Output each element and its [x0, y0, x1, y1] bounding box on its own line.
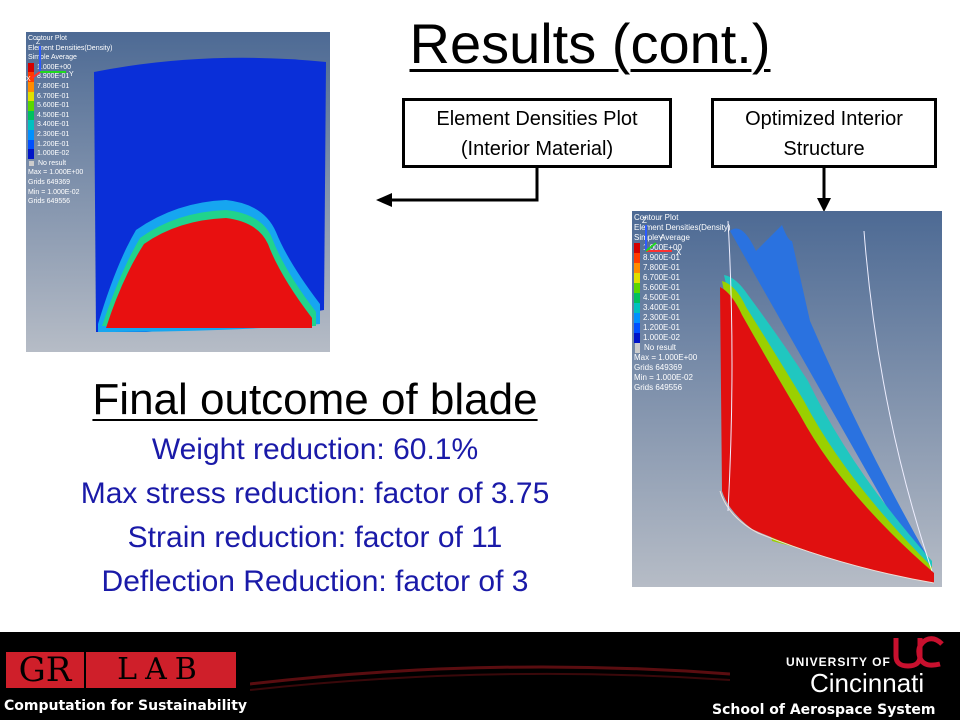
legend-stat: Grids 649556: [28, 198, 71, 206]
university-name: Cincinnati: [810, 668, 925, 698]
legend-level: 3.400E-01: [37, 121, 70, 129]
legend-no-result: No result: [644, 343, 677, 352]
optimized-structure-image: [632, 211, 942, 587]
legend-swatch: [634, 313, 640, 323]
legend-swatch: [28, 91, 34, 102]
footer-banner: GR LAB Computation for Sustainability UN…: [0, 632, 960, 720]
legend-level: 2.300E-01: [37, 130, 70, 138]
legend-level: 8.900E-01: [643, 253, 680, 262]
legend-level: 7.800E-01: [643, 263, 680, 272]
legend-header-3: Simple Average: [28, 54, 77, 62]
arrow-to-density-plot: [380, 168, 539, 202]
legend-level: 8.900E-01: [37, 73, 70, 81]
legend-swatch: [28, 81, 34, 92]
legend-header-2: Element Densities(Density): [634, 223, 731, 232]
axis-triad-icon: Z X Y: [642, 216, 682, 257]
axis-label-y: Y: [658, 234, 664, 243]
legend-level: 1.200E-01: [643, 323, 680, 332]
legend-level: 1.000E-02: [643, 333, 680, 342]
legend-header-2: Element Densities(Density): [28, 44, 113, 52]
legend-swatch: [28, 120, 34, 130]
legend-swatch: [634, 333, 640, 343]
legend-swatch: [28, 110, 34, 121]
legend-level: 3.400E-01: [643, 303, 680, 312]
arrowhead-down-icon: [817, 198, 831, 212]
density-contour-image: [26, 32, 330, 352]
no-result-swatch: [635, 343, 640, 353]
legend-swatch: [634, 293, 640, 303]
legend-stat: Grids 649556: [634, 383, 683, 392]
legend-stat: Max = 1.000E+00: [634, 353, 698, 362]
legend-swatch: [634, 273, 640, 283]
legend-level: 5.600E-01: [643, 283, 680, 292]
legend-stat: Min = 1.000E-02: [28, 188, 80, 196]
legend-stat: Min = 1.000E-02: [634, 373, 693, 382]
legend-level: 6.700E-01: [643, 273, 680, 282]
legend-stat: Grids 649369: [634, 363, 683, 372]
outcome-strain-reduction: Strain reduction: factor of 11: [127, 521, 503, 554]
density-contour-plot: Contour Plot Element Densities(Density) …: [26, 32, 330, 352]
grlab-logo: GR LAB: [6, 652, 236, 688]
uc-logo-mark-icon: [893, 636, 944, 669]
optimized-structure-plot: Contour Plot Element Densities(Density) …: [632, 211, 942, 587]
axis-label-z: Z: [642, 216, 647, 225]
outcome-weight-reduction: Weight reduction: 60.1%: [151, 433, 479, 466]
legend-header-1: Contour Plot: [28, 35, 67, 42]
legend-swatch: [28, 129, 34, 140]
legend-swatch: [28, 62, 34, 73]
legend-header-1: Contour Plot: [634, 213, 679, 222]
legend-swatch: [634, 303, 640, 313]
legend-level: 5.600E-01: [37, 102, 70, 110]
legend-level: 2.300E-01: [643, 313, 680, 322]
logo-lab: LAB: [86, 652, 236, 688]
lab-tagline: Computation for Sustainability: [4, 698, 248, 714]
legend-swatch: [634, 283, 640, 293]
outcome-deflection-reduction: Deflection Reduction: factor of 3: [101, 565, 529, 598]
callout-line: (Interior Material): [460, 138, 614, 160]
contour-legend: Contour Plot Element Densities(Density) …: [28, 34, 112, 207]
legend-level: 1.000E+00: [643, 243, 682, 252]
legend-header-3: Simple Average: [634, 233, 690, 242]
slide-title: Results (cont.): [409, 12, 771, 75]
legend-swatch: [28, 101, 34, 111]
legend-level: 6.700E-01: [37, 92, 70, 100]
legend-level: 1.200E-01: [37, 140, 70, 148]
legend-swatch: [634, 263, 640, 273]
final-outcome-section: Final outcome of blade Weight reduction:…: [0, 372, 630, 604]
legend-swatch: [28, 149, 34, 159]
legend-level: 4.500E-01: [37, 111, 70, 119]
callout-line: Element Densities Plot: [436, 108, 638, 130]
callout-element-densities: Element Densities Plot (Interior Materia…: [402, 98, 672, 168]
callout-line: Structure: [783, 138, 865, 160]
legend-level: 7.800E-01: [37, 82, 70, 90]
legend-swatch: [28, 139, 34, 150]
university-of-label: UNIVERSITY OF: [786, 655, 891, 669]
axis-label-x: X: [676, 248, 682, 257]
legend-swatch: [28, 72, 34, 82]
legend-level: 1.000E+00: [37, 63, 72, 71]
legend-swatch: [634, 323, 640, 333]
legend-level: 1.000E-02: [37, 150, 70, 158]
axis-label-y: Y: [69, 71, 74, 78]
outcome-max-stress-reduction: Max stress reduction: factor of 3.75: [80, 477, 550, 510]
legend-swatch: [634, 253, 640, 263]
callout-optimized-structure: Optimized Interior Structure: [711, 98, 937, 168]
legend-swatch: [634, 243, 640, 253]
decorative-swoosh: [250, 665, 730, 691]
contour-legend: Contour Plot Element Densities(Density) …: [634, 213, 730, 393]
school-name: School of Aerospace System: [712, 702, 936, 718]
legend-stat: Max = 1.000E+00: [28, 169, 84, 177]
legend-stat: Grids 649369: [28, 178, 71, 186]
final-outcome-heading: Final outcome of blade: [92, 375, 538, 424]
logo-gr: GR: [6, 652, 84, 688]
legend-level: 4.500E-01: [643, 293, 680, 302]
axis-triad-icon: Z Y X: [26, 39, 74, 82]
axis-label-x: X: [26, 76, 31, 82]
callout-line: Optimized Interior: [745, 108, 903, 130]
no-result-swatch: [29, 161, 34, 167]
axis-label-z: Z: [36, 39, 41, 46]
legend-no-result: No result: [38, 159, 67, 167]
arrowhead-left-icon: [376, 193, 392, 207]
